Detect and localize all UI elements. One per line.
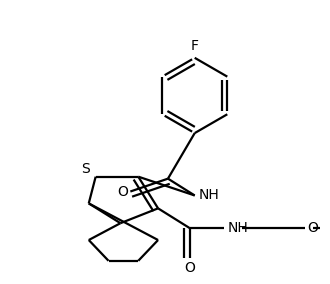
- Text: F: F: [191, 39, 199, 53]
- Text: NH: NH: [228, 221, 248, 235]
- Text: S: S: [82, 162, 90, 176]
- Text: NH: NH: [198, 189, 219, 202]
- Text: O: O: [184, 261, 195, 275]
- Text: O: O: [307, 221, 318, 235]
- Text: O: O: [117, 185, 128, 199]
